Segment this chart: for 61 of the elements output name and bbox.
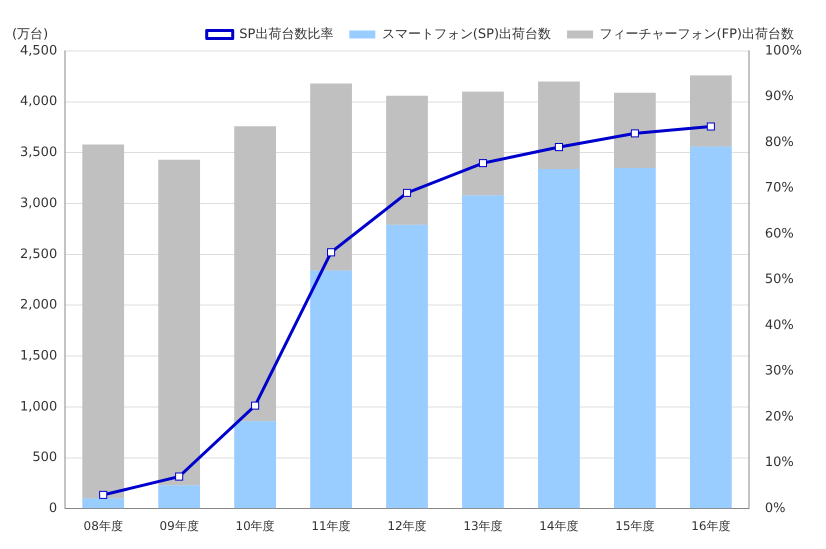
y2-tick-label: 100% <box>764 43 802 58</box>
bar <box>310 270 352 508</box>
point <box>630 129 639 138</box>
y-tick-label: 2,000 <box>20 298 58 313</box>
bar <box>614 92 656 168</box>
legend-label: フィーチャーフォン(FP)出荷台数 <box>600 26 794 42</box>
point <box>327 248 336 256</box>
x-tick-label: 14年度 <box>539 518 579 533</box>
bar <box>462 92 504 196</box>
y-tick-label: 0 <box>48 500 58 516</box>
bar <box>234 421 276 508</box>
y2-tick-label: 30% <box>764 364 794 379</box>
x-tick-label: 16年度 <box>691 518 730 533</box>
y-tick-label: 3,500 <box>20 145 58 160</box>
point <box>402 188 412 197</box>
point <box>175 472 184 481</box>
bar <box>538 168 580 508</box>
y2-tick-label: 10% <box>764 455 794 470</box>
y-tick-label: 500 <box>32 450 58 466</box>
x-tick-label: 12年度 <box>387 518 427 533</box>
bar <box>690 75 732 147</box>
bar <box>158 160 200 486</box>
bar <box>310 84 352 271</box>
y2-tick-label: 90% <box>764 89 794 104</box>
bar <box>690 146 732 508</box>
bar <box>462 195 504 508</box>
point <box>706 122 715 131</box>
x-tick-label: 13年度 <box>463 518 503 533</box>
y-tick-label: 4,500 <box>20 43 58 58</box>
bar <box>234 126 276 422</box>
point <box>554 143 563 152</box>
y2-tick-label: 0% <box>764 500 786 516</box>
y2-tick-label: 40% <box>764 318 794 333</box>
y2-tick-label: 50% <box>764 272 794 288</box>
legend-label: SP出荷台数比率 <box>239 26 334 42</box>
y2-tick-label: 60% <box>764 226 794 242</box>
y2-tick-label: 80% <box>764 134 794 150</box>
x-tick-label: 10年度 <box>235 518 275 533</box>
bar <box>386 96 428 225</box>
x-tick-label: 09年度 <box>160 518 199 533</box>
bar <box>158 485 200 508</box>
bar <box>386 224 428 508</box>
y-tick-label: 4,000 <box>20 94 58 110</box>
bar <box>82 144 124 498</box>
point <box>99 490 108 499</box>
y2-tick-label: 70% <box>764 180 794 196</box>
y-tick-label: 1,000 <box>20 399 58 414</box>
bar <box>614 168 656 508</box>
x-tick-label: 15年度 <box>615 518 655 533</box>
legend-label: スマートフォン(SP)出荷台数 <box>382 26 552 42</box>
point <box>251 402 260 410</box>
y-axis-title: (万台) <box>12 26 48 42</box>
bar <box>82 498 124 508</box>
y2-tick-label: 20% <box>764 409 794 424</box>
y-tick-label: 3,000 <box>20 196 58 211</box>
x-tick-label: 11年度 <box>311 518 351 533</box>
point <box>478 159 488 168</box>
bar <box>538 82 580 169</box>
y-tick-label: 2,500 <box>20 246 58 262</box>
x-tick-label: 08年度 <box>84 518 123 533</box>
y-tick-label: 1,500 <box>20 348 58 364</box>
